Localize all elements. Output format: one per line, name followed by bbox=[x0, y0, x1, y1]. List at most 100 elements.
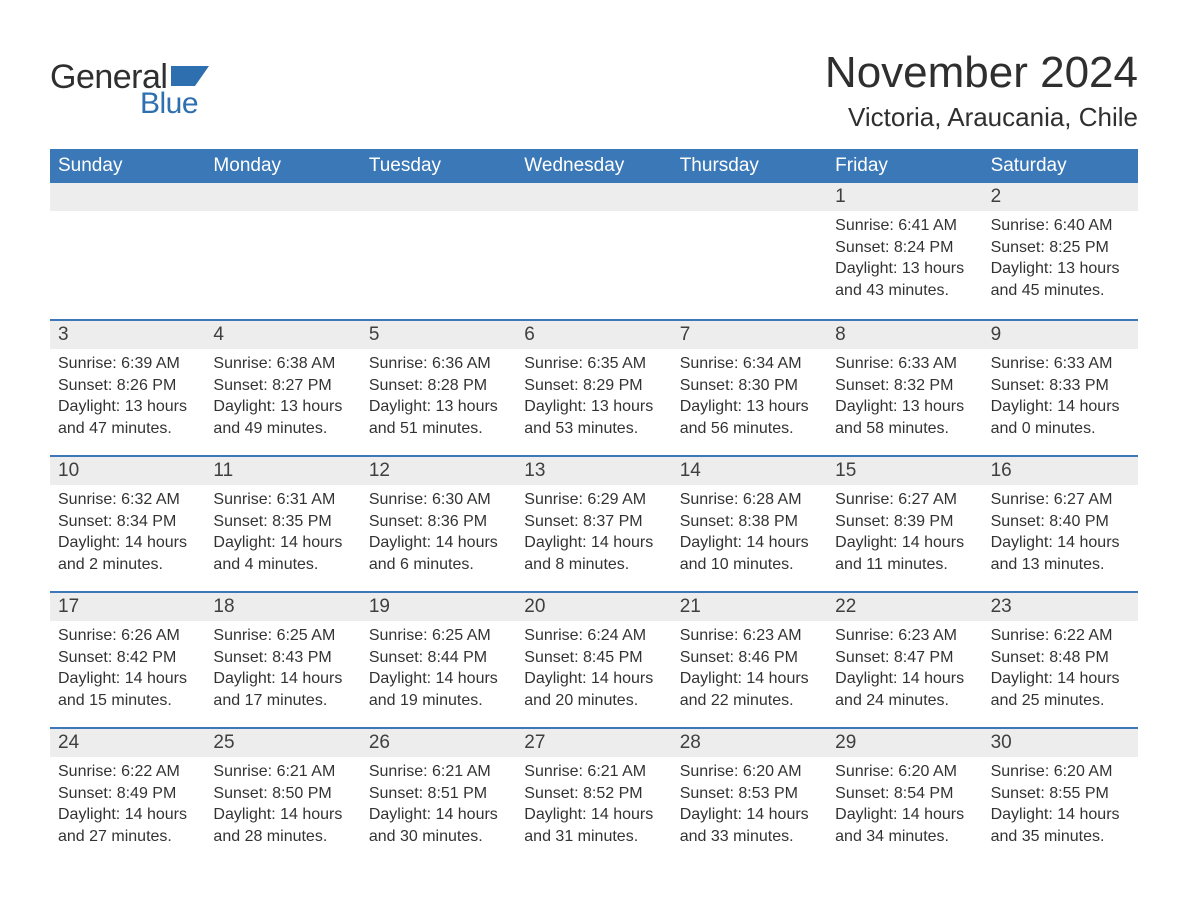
calendar-cell: 20Sunrise: 6:24 AMSunset: 8:45 PMDayligh… bbox=[516, 593, 671, 727]
sunset-line: Sunset: 8:45 PM bbox=[524, 647, 663, 669]
day-number: 18 bbox=[205, 593, 360, 621]
day-details: Sunrise: 6:20 AMSunset: 8:53 PMDaylight:… bbox=[672, 757, 827, 857]
day-details: Sunrise: 6:20 AMSunset: 8:55 PMDaylight:… bbox=[983, 757, 1138, 857]
day-header-monday: Monday bbox=[205, 149, 360, 183]
calendar-week: 17Sunrise: 6:26 AMSunset: 8:42 PMDayligh… bbox=[50, 591, 1138, 727]
daylight-line: Daylight: 14 hours and 2 minutes. bbox=[58, 532, 197, 575]
calendar-week: 3Sunrise: 6:39 AMSunset: 8:26 PMDaylight… bbox=[50, 319, 1138, 455]
sunset-line: Sunset: 8:42 PM bbox=[58, 647, 197, 669]
calendar-cell: 26Sunrise: 6:21 AMSunset: 8:51 PMDayligh… bbox=[361, 729, 516, 863]
sunrise-line: Sunrise: 6:20 AM bbox=[680, 761, 819, 783]
sunset-line: Sunset: 8:25 PM bbox=[991, 237, 1130, 259]
daylight-line: Daylight: 13 hours and 51 minutes. bbox=[369, 396, 508, 439]
day-number: 30 bbox=[983, 729, 1138, 757]
sunrise-line: Sunrise: 6:41 AM bbox=[835, 215, 974, 237]
sunrise-line: Sunrise: 6:40 AM bbox=[991, 215, 1130, 237]
day-number: 3 bbox=[50, 321, 205, 349]
day-number: 29 bbox=[827, 729, 982, 757]
sunset-line: Sunset: 8:39 PM bbox=[835, 511, 974, 533]
daylight-line: Daylight: 14 hours and 6 minutes. bbox=[369, 532, 508, 575]
title-block: November 2024 Victoria, Araucania, Chile bbox=[825, 48, 1138, 133]
daylight-line: Daylight: 14 hours and 17 minutes. bbox=[213, 668, 352, 711]
sunrise-line: Sunrise: 6:33 AM bbox=[835, 353, 974, 375]
calendar-cell: 3Sunrise: 6:39 AMSunset: 8:26 PMDaylight… bbox=[50, 321, 205, 455]
sunset-line: Sunset: 8:33 PM bbox=[991, 375, 1130, 397]
sunrise-line: Sunrise: 6:27 AM bbox=[835, 489, 974, 511]
day-number: 14 bbox=[672, 457, 827, 485]
day-number: 16 bbox=[983, 457, 1138, 485]
sunrise-line: Sunrise: 6:23 AM bbox=[680, 625, 819, 647]
sunset-line: Sunset: 8:37 PM bbox=[524, 511, 663, 533]
sunrise-line: Sunrise: 6:21 AM bbox=[524, 761, 663, 783]
day-details: Sunrise: 6:35 AMSunset: 8:29 PMDaylight:… bbox=[516, 349, 671, 449]
day-header-sunday: Sunday bbox=[50, 149, 205, 183]
daylight-line: Daylight: 13 hours and 53 minutes. bbox=[524, 396, 663, 439]
sunrise-line: Sunrise: 6:27 AM bbox=[991, 489, 1130, 511]
calendar-cell: 24Sunrise: 6:22 AMSunset: 8:49 PMDayligh… bbox=[50, 729, 205, 863]
sunset-line: Sunset: 8:38 PM bbox=[680, 511, 819, 533]
daylight-line: Daylight: 13 hours and 43 minutes. bbox=[835, 258, 974, 301]
calendar-cell-empty bbox=[672, 183, 827, 319]
sunrise-line: Sunrise: 6:28 AM bbox=[680, 489, 819, 511]
day-details: Sunrise: 6:24 AMSunset: 8:45 PMDaylight:… bbox=[516, 621, 671, 721]
calendar-cell-empty bbox=[361, 183, 516, 319]
day-number bbox=[205, 183, 360, 211]
daylight-line: Daylight: 14 hours and 8 minutes. bbox=[524, 532, 663, 575]
calendar-cell: 18Sunrise: 6:25 AMSunset: 8:43 PMDayligh… bbox=[205, 593, 360, 727]
day-details: Sunrise: 6:30 AMSunset: 8:36 PMDaylight:… bbox=[361, 485, 516, 585]
weeks-container: 1Sunrise: 6:41 AMSunset: 8:24 PMDaylight… bbox=[50, 183, 1138, 863]
day-number bbox=[361, 183, 516, 211]
sunset-line: Sunset: 8:28 PM bbox=[369, 375, 508, 397]
calendar-cell: 27Sunrise: 6:21 AMSunset: 8:52 PMDayligh… bbox=[516, 729, 671, 863]
day-header-saturday: Saturday bbox=[983, 149, 1138, 183]
calendar-week: 1Sunrise: 6:41 AMSunset: 8:24 PMDaylight… bbox=[50, 183, 1138, 319]
flag-shape bbox=[171, 66, 209, 86]
calendar-cell: 2Sunrise: 6:40 AMSunset: 8:25 PMDaylight… bbox=[983, 183, 1138, 319]
sunset-line: Sunset: 8:30 PM bbox=[680, 375, 819, 397]
calendar: Sunday Monday Tuesday Wednesday Thursday… bbox=[50, 149, 1138, 863]
day-number: 27 bbox=[516, 729, 671, 757]
day-number: 17 bbox=[50, 593, 205, 621]
calendar-cell: 22Sunrise: 6:23 AMSunset: 8:47 PMDayligh… bbox=[827, 593, 982, 727]
sunrise-line: Sunrise: 6:21 AM bbox=[369, 761, 508, 783]
calendar-cell: 10Sunrise: 6:32 AMSunset: 8:34 PMDayligh… bbox=[50, 457, 205, 591]
sunrise-line: Sunrise: 6:35 AM bbox=[524, 353, 663, 375]
calendar-cell: 25Sunrise: 6:21 AMSunset: 8:50 PMDayligh… bbox=[205, 729, 360, 863]
day-number: 7 bbox=[672, 321, 827, 349]
sunrise-line: Sunrise: 6:34 AM bbox=[680, 353, 819, 375]
daylight-line: Daylight: 14 hours and 27 minutes. bbox=[58, 804, 197, 847]
brand-logo: General Blue bbox=[50, 58, 209, 121]
calendar-cell: 16Sunrise: 6:27 AMSunset: 8:40 PMDayligh… bbox=[983, 457, 1138, 591]
day-details: Sunrise: 6:23 AMSunset: 8:47 PMDaylight:… bbox=[827, 621, 982, 721]
sunrise-line: Sunrise: 6:38 AM bbox=[213, 353, 352, 375]
day-details: Sunrise: 6:23 AMSunset: 8:46 PMDaylight:… bbox=[672, 621, 827, 721]
day-number bbox=[672, 183, 827, 211]
calendar-cell-empty bbox=[205, 183, 360, 319]
daylight-line: Daylight: 14 hours and 4 minutes. bbox=[213, 532, 352, 575]
daylight-line: Daylight: 13 hours and 58 minutes. bbox=[835, 396, 974, 439]
sunset-line: Sunset: 8:52 PM bbox=[524, 783, 663, 805]
daylight-line: Daylight: 14 hours and 10 minutes. bbox=[680, 532, 819, 575]
daylight-line: Daylight: 14 hours and 11 minutes. bbox=[835, 532, 974, 575]
day-details: Sunrise: 6:32 AMSunset: 8:34 PMDaylight:… bbox=[50, 485, 205, 585]
sunset-line: Sunset: 8:48 PM bbox=[991, 647, 1130, 669]
day-details: Sunrise: 6:27 AMSunset: 8:40 PMDaylight:… bbox=[983, 485, 1138, 585]
sunset-line: Sunset: 8:29 PM bbox=[524, 375, 663, 397]
location-subtitle: Victoria, Araucania, Chile bbox=[825, 102, 1138, 133]
sunrise-line: Sunrise: 6:32 AM bbox=[58, 489, 197, 511]
calendar-cell: 5Sunrise: 6:36 AMSunset: 8:28 PMDaylight… bbox=[361, 321, 516, 455]
sunrise-line: Sunrise: 6:23 AM bbox=[835, 625, 974, 647]
sunrise-line: Sunrise: 6:29 AM bbox=[524, 489, 663, 511]
day-details: Sunrise: 6:28 AMSunset: 8:38 PMDaylight:… bbox=[672, 485, 827, 585]
daylight-line: Daylight: 14 hours and 20 minutes. bbox=[524, 668, 663, 711]
day-details: Sunrise: 6:29 AMSunset: 8:37 PMDaylight:… bbox=[516, 485, 671, 585]
calendar-cell: 8Sunrise: 6:33 AMSunset: 8:32 PMDaylight… bbox=[827, 321, 982, 455]
day-details: Sunrise: 6:20 AMSunset: 8:54 PMDaylight:… bbox=[827, 757, 982, 857]
day-details: Sunrise: 6:26 AMSunset: 8:42 PMDaylight:… bbox=[50, 621, 205, 721]
day-details: Sunrise: 6:36 AMSunset: 8:28 PMDaylight:… bbox=[361, 349, 516, 449]
sunset-line: Sunset: 8:55 PM bbox=[991, 783, 1130, 805]
daylight-line: Daylight: 14 hours and 0 minutes. bbox=[991, 396, 1130, 439]
page-title: November 2024 bbox=[825, 48, 1138, 98]
daylight-line: Daylight: 14 hours and 33 minutes. bbox=[680, 804, 819, 847]
day-number: 4 bbox=[205, 321, 360, 349]
